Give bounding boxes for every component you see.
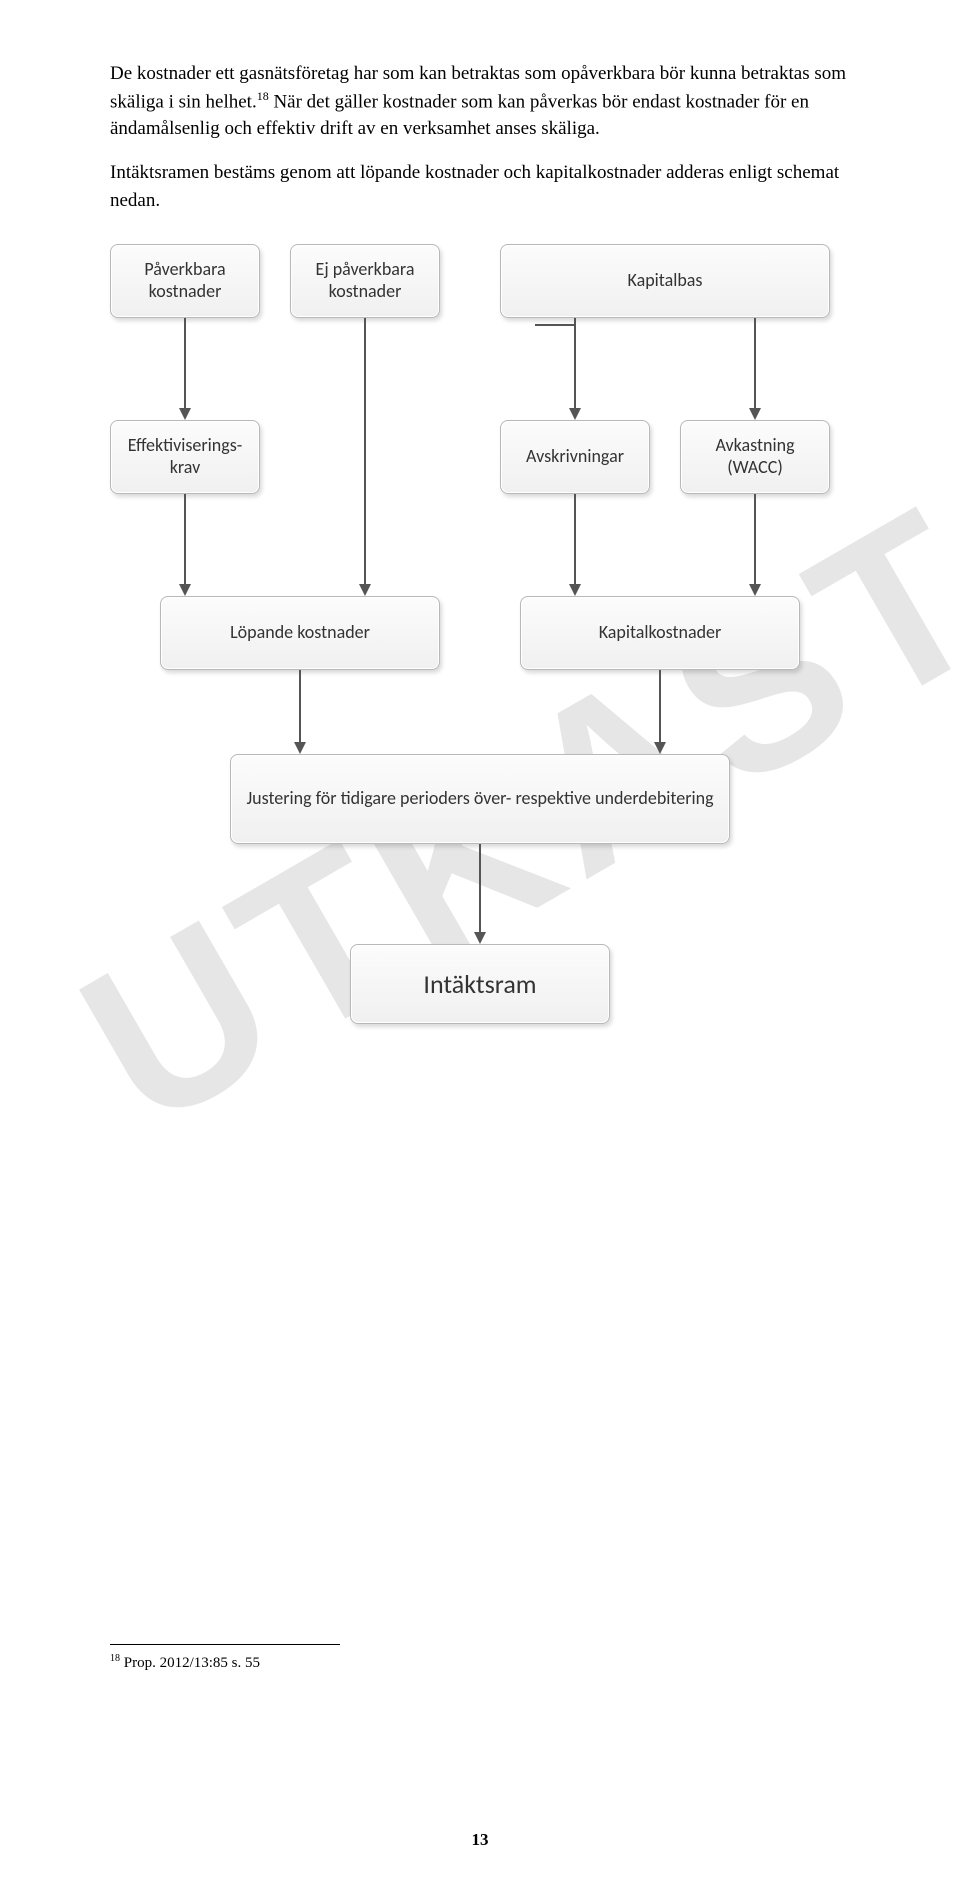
node-avkastning-wacc: Avkastning (WACC) [680,420,830,494]
node-label: Justering för tidigare perioders över- r… [246,788,713,810]
footnote-18: 18 Prop. 2012/13:85 s. 55 [110,1653,850,1672]
footnote-separator [110,1644,340,1645]
edge-avkast-kapkost [754,494,756,584]
arrowhead [654,742,666,754]
node-label: Avkastning (WACC) [691,435,819,478]
arrowhead [294,742,306,754]
edge-kapbas-avskr [574,318,576,408]
edge-justering-intaktsram [479,844,481,932]
flowchart: UTKAST Påverkbara kostnader Ej påverkbar… [100,244,840,1124]
edge-ejpav-lopkost [364,318,366,584]
paragraph-2: Intäktsramen bestäms genom att löpande k… [110,159,850,214]
node-label: Intäktsram [423,968,536,1000]
arrowhead [474,932,486,944]
node-label: Kapitalbas [628,270,703,292]
arrowhead [569,408,581,420]
node-ej-paverkbara-kostnader: Ej påverkbara kostnader [290,244,440,318]
node-justering: Justering för tidigare perioders över- r… [230,754,730,844]
arrowhead [179,584,191,596]
node-paverkbara-kostnader: Påverkbara kostnader [110,244,260,318]
arrowhead [359,584,371,596]
edge-effkrav-lopkost [184,494,186,584]
node-label: Påverkbara kostnader [121,259,249,302]
footnote-sup: 18 [110,1653,120,1664]
edge-lopkost-justering [299,670,301,742]
page-number: 13 [0,1830,960,1850]
node-avskrivningar: Avskrivningar [500,420,650,494]
node-kapitalbas: Kapitalbas [500,244,830,318]
arrowhead [179,408,191,420]
node-label: Effektiviserings-krav [121,435,249,478]
arrowhead [749,584,761,596]
edge-avskr-kapkost [574,494,576,584]
edge-kapkost-justering [659,670,661,742]
node-label: Kapitalkostnader [599,622,722,644]
arrowhead [749,408,761,420]
paragraph-1: De kostnader ett gasnätsföretag har som … [110,60,850,143]
node-effektiviseringskrav: Effektiviserings-krav [110,420,260,494]
footnote-text: Prop. 2012/13:85 s. 55 [120,1655,260,1671]
arrowhead [569,584,581,596]
node-label: Löpande kostnader [230,622,370,644]
edge-kapbas-connector [535,324,575,326]
edge-kapbas-avkast [754,318,756,408]
node-label: Avskrivningar [526,446,624,468]
node-label: Ej påverkbara kostnader [301,259,429,302]
node-lopande-kostnader: Löpande kostnader [160,596,440,670]
edge-pav-effkrav [184,318,186,408]
node-kapitalkostnader: Kapitalkostnader [520,596,800,670]
node-intaktsram: Intäktsram [350,944,610,1024]
p1-sup: 18 [257,89,269,103]
